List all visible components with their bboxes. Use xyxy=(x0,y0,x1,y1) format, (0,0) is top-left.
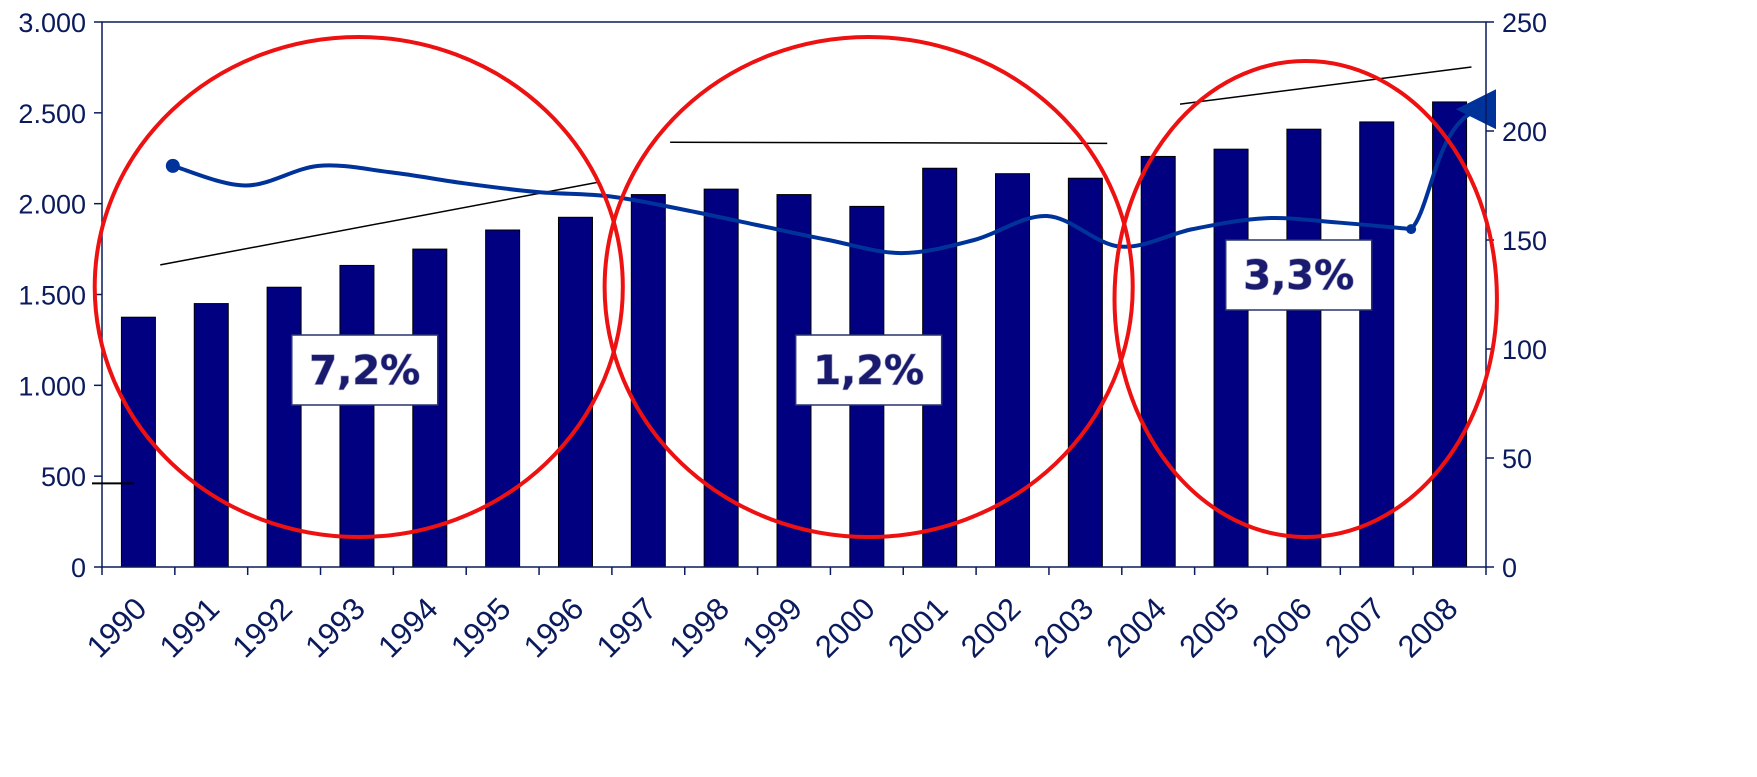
annotation-label-2: 1,2% xyxy=(813,348,924,394)
y-axis-right-ticks: 0 50 100 150 200 250 xyxy=(1486,8,1547,583)
annotations: 7,2% 1,2% 3,3% xyxy=(92,35,1499,539)
x-tick-label: 2008 xyxy=(1391,591,1465,665)
x-tick-label: 2000 xyxy=(808,591,882,665)
bar-1995 xyxy=(485,229,521,568)
bar-2006 xyxy=(1286,128,1322,568)
annotation-ellipse-3 xyxy=(1112,59,1499,539)
y-left-tick-label: 2.500 xyxy=(18,99,86,129)
y-right-tick-label: 200 xyxy=(1502,117,1547,147)
x-tick-label: 2002 xyxy=(954,591,1028,665)
line-series-end-arrow xyxy=(1409,89,1496,231)
x-tick-label: 1990 xyxy=(80,591,154,665)
y-right-tick-label: 150 xyxy=(1502,226,1547,256)
x-tick-label: 1992 xyxy=(226,591,300,665)
y-right-tick-label: 250 xyxy=(1502,8,1547,38)
bar-1991 xyxy=(193,303,229,568)
x-axis-ticks: 1990 1991 1992 1993 1994 1995 1996 1997 1998 1999… xyxy=(80,591,1465,665)
x-tick-label: 2003 xyxy=(1027,591,1101,665)
bar-1997 xyxy=(630,194,666,568)
bar-1996 xyxy=(557,216,593,568)
annotation-box-1 xyxy=(291,334,439,406)
trend-lines xyxy=(160,66,1472,266)
trend-line-1 xyxy=(160,181,598,266)
x-tick-label: 2004 xyxy=(1100,591,1174,665)
annotation-box-3 xyxy=(1224,239,1373,311)
bar-2003 xyxy=(1067,177,1103,568)
annotation-label-1: 7,2% xyxy=(309,348,420,394)
x-tick-label: 2006 xyxy=(1245,591,1319,665)
x-tick-label: 1994 xyxy=(371,591,445,665)
trend-line-2 xyxy=(670,141,1108,145)
annotation-label-3: 3,3% xyxy=(1243,253,1354,299)
annotation-ellipse-2 xyxy=(602,35,1135,539)
x-tick-label: 2007 xyxy=(1318,591,1392,665)
annotation-ellipse-1 xyxy=(92,35,625,539)
y-left-tick-label: 1.500 xyxy=(18,281,86,311)
bar-1992 xyxy=(266,286,302,568)
x-tick-label: 1991 xyxy=(153,591,227,665)
x-tick-label: 2005 xyxy=(1172,591,1246,665)
bar-1993 xyxy=(339,264,375,568)
y-left-tick-label: 0 xyxy=(71,553,86,583)
line-series xyxy=(165,89,1496,256)
y-left-tick-label: 500 xyxy=(41,462,86,492)
bar-2008 xyxy=(1432,101,1468,568)
bar-2002 xyxy=(995,173,1031,568)
annotation-box-2 xyxy=(794,334,943,406)
line-point-2007 xyxy=(1406,224,1417,235)
line-series-path xyxy=(172,163,1412,256)
y-left-tick-label: 1.000 xyxy=(18,371,86,401)
bar-2007 xyxy=(1359,121,1395,568)
bar-1994 xyxy=(412,248,448,568)
x-tick-label: 1999 xyxy=(735,591,809,665)
y-left-tick-label: 2.000 xyxy=(18,190,86,220)
y-right-tick-label: 0 xyxy=(1502,553,1517,583)
bar-2004 xyxy=(1140,155,1176,568)
y-right-tick-label: 100 xyxy=(1502,335,1547,365)
line-point-1990 xyxy=(165,158,180,173)
x-tick-label: 1995 xyxy=(444,591,518,665)
x-tick-label: 2001 xyxy=(881,591,955,665)
y-left-tick-label: 3.000 xyxy=(18,8,86,38)
y-axis-left-ticks: 0 500 1.000 1.500 2.000 2.500 3.000 xyxy=(18,8,102,583)
x-tick-label: 1996 xyxy=(517,591,591,665)
bar-2005 xyxy=(1213,148,1249,568)
x-tick-label: 1993 xyxy=(298,591,372,665)
x-tick-label: 1998 xyxy=(663,591,737,665)
x-tick-label: 1997 xyxy=(590,591,664,665)
trend-line-3 xyxy=(1179,66,1472,105)
y-right-tick-label: 50 xyxy=(1502,444,1532,474)
bar-1998 xyxy=(703,188,739,568)
